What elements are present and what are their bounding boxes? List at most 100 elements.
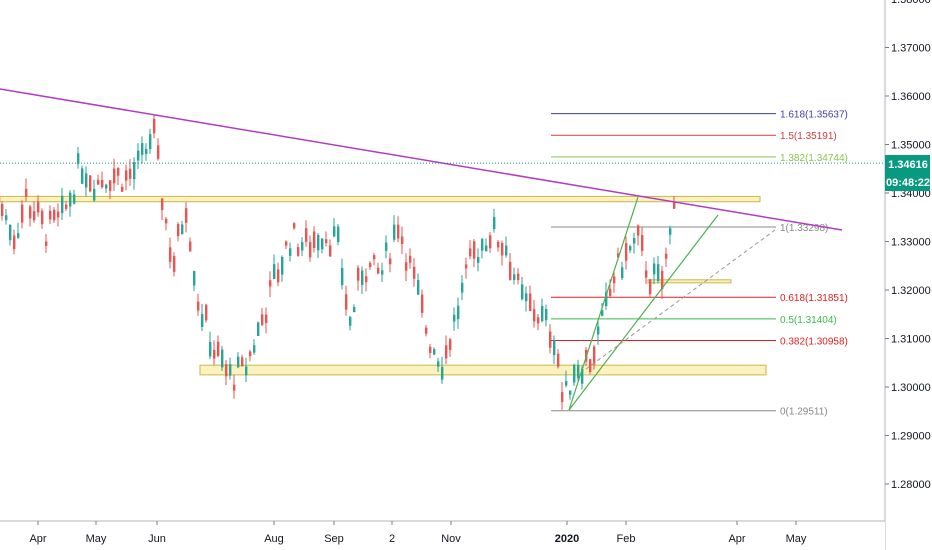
x-tick-label: Sep <box>324 533 344 545</box>
candle <box>109 180 112 200</box>
fib-extension-layer: 1.618(1.35637) 1.5(1.35191) 1.382(1.34744)… <box>551 110 848 418</box>
candle <box>325 231 328 247</box>
candle-body <box>233 384 236 391</box>
candle <box>537 314 540 331</box>
candle <box>357 265 360 291</box>
candle <box>41 208 44 229</box>
candle-body <box>333 226 336 237</box>
candle <box>621 261 624 281</box>
candle-body <box>665 253 668 259</box>
candle-body <box>125 170 128 181</box>
candle-body <box>133 162 136 180</box>
candle <box>181 220 184 235</box>
candle <box>313 226 316 253</box>
candle-body <box>481 238 484 251</box>
candle <box>93 179 96 203</box>
candle <box>17 222 20 240</box>
price-axis-panel[interactable] <box>885 0 932 550</box>
candle-body <box>473 241 476 259</box>
time-axis-panel[interactable] <box>0 521 885 550</box>
fib-label-0: 0(1.29511) <box>780 407 828 418</box>
candle-body <box>241 357 244 367</box>
candle-body <box>429 346 432 353</box>
candle <box>525 286 528 312</box>
candle-body <box>373 255 376 260</box>
candle-body <box>109 180 112 192</box>
candle-body <box>545 309 548 321</box>
candle-body <box>417 279 420 295</box>
candle-body <box>61 195 64 214</box>
candle-body <box>345 294 348 310</box>
candle <box>117 167 120 186</box>
x-tick-label: May <box>86 533 107 545</box>
candle <box>405 253 408 282</box>
candle-body <box>273 264 276 279</box>
candle <box>449 337 452 357</box>
candle <box>329 239 332 257</box>
candle-body <box>617 253 620 258</box>
candle-body <box>89 175 92 192</box>
candle-body <box>149 134 152 149</box>
candle <box>549 324 552 354</box>
candle <box>21 200 24 229</box>
candle-body <box>589 359 592 372</box>
candle <box>437 357 440 373</box>
candle <box>413 258 416 287</box>
candle <box>613 270 616 293</box>
candle <box>277 262 280 287</box>
candle <box>149 128 152 154</box>
candle <box>205 303 208 323</box>
candle-body <box>349 316 352 326</box>
candle-body <box>217 341 220 356</box>
candle-body <box>53 209 56 221</box>
candle-body <box>141 143 144 155</box>
support-zone <box>199 364 767 376</box>
candle <box>637 224 640 246</box>
candle <box>297 243 300 257</box>
candle <box>545 304 548 327</box>
candle-body <box>601 310 604 316</box>
descending-trendline <box>0 88 843 231</box>
candle <box>29 204 32 227</box>
candle <box>9 224 12 246</box>
candle <box>369 261 372 271</box>
candle-body <box>329 245 332 257</box>
x-tick-label: Jun <box>148 533 166 545</box>
candle-body <box>245 366 248 376</box>
x-tick-label: May <box>786 533 807 545</box>
candle <box>485 238 488 252</box>
candle-body <box>185 208 188 223</box>
candle <box>533 300 536 328</box>
candle <box>481 237 484 259</box>
candle <box>577 359 580 381</box>
candle <box>45 234 48 253</box>
candle-body <box>517 273 520 280</box>
candle <box>337 224 340 246</box>
candle <box>473 239 476 268</box>
candle-body <box>613 276 616 284</box>
candle <box>293 222 296 230</box>
candle-body <box>189 241 192 252</box>
price-badges: 1.34616 09:48:22 <box>885 155 930 191</box>
candle <box>305 220 308 247</box>
candle <box>501 240 504 266</box>
candle <box>453 307 456 331</box>
candle-body <box>433 349 436 355</box>
candle-body <box>321 238 324 250</box>
candle <box>649 279 652 297</box>
candle <box>217 335 220 358</box>
candle <box>257 321 260 336</box>
candle-body <box>261 314 264 326</box>
x-tick-label: Apr <box>728 533 745 545</box>
candle-body <box>605 292 608 307</box>
candle <box>153 114 156 139</box>
candle-body <box>561 392 564 402</box>
candle-body <box>593 346 596 365</box>
candle-body <box>501 242 504 256</box>
candle <box>249 349 252 362</box>
candle <box>157 138 160 161</box>
candle-body <box>581 368 584 384</box>
candle-body <box>413 266 416 279</box>
candle <box>197 293 200 316</box>
